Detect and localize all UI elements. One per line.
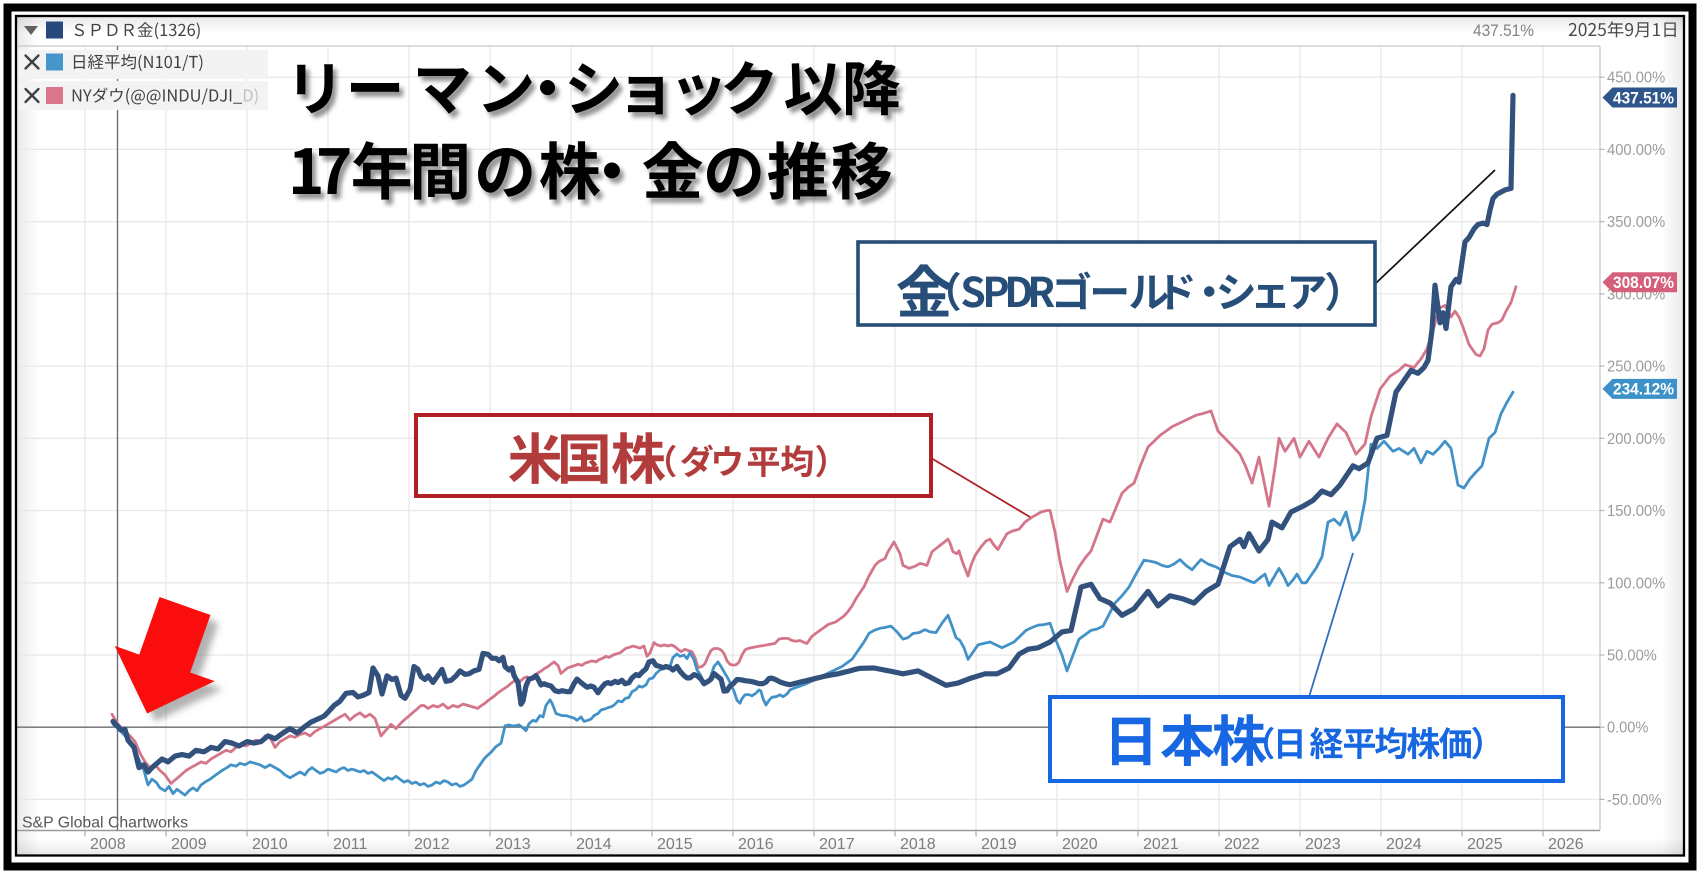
svg-text:2017: 2017	[819, 836, 855, 853]
svg-text:2013: 2013	[495, 836, 531, 853]
svg-text:2021: 2021	[1143, 836, 1179, 853]
svg-text:150.00%: 150.00%	[1607, 503, 1665, 520]
svg-text:2024: 2024	[1386, 836, 1422, 853]
svg-text:S&P Global Chartworks: S&P Global Chartworks	[22, 815, 188, 832]
svg-text:350.00%: 350.00%	[1607, 214, 1665, 231]
svg-text:2014: 2014	[576, 836, 612, 853]
svg-text:2016: 2016	[738, 836, 774, 853]
svg-text:0.00%: 0.00%	[1607, 720, 1648, 737]
svg-text:400.00%: 400.00%	[1607, 142, 1665, 159]
svg-text:100.00%: 100.00%	[1607, 575, 1665, 592]
svg-text:437.51%: 437.51%	[1473, 21, 1534, 40]
svg-text:2018: 2018	[900, 836, 936, 853]
svg-text:2020: 2020	[1062, 836, 1098, 853]
svg-text:437.51%: 437.51%	[1613, 89, 1674, 107]
svg-text:2023: 2023	[1305, 836, 1341, 853]
svg-text:2012: 2012	[414, 836, 450, 853]
svg-text:2008: 2008	[90, 836, 126, 853]
svg-text:-50.00%: -50.00%	[1607, 792, 1662, 809]
svg-text:2026: 2026	[1548, 836, 1584, 853]
svg-text:234.12%: 234.12%	[1613, 381, 1674, 399]
svg-text:2022: 2022	[1224, 836, 1260, 853]
svg-text:2025: 2025	[1467, 836, 1503, 853]
svg-text:2011: 2011	[333, 836, 368, 853]
svg-text:308.07%: 308.07%	[1613, 274, 1674, 292]
svg-text:2010: 2010	[252, 836, 288, 853]
svg-text:2015: 2015	[657, 836, 693, 853]
svg-text:2019: 2019	[981, 836, 1017, 853]
svg-text:200.00%: 200.00%	[1607, 431, 1665, 448]
svg-text:50.00%: 50.00%	[1607, 648, 1657, 665]
svg-text:450.00%: 450.00%	[1607, 70, 1665, 87]
svg-text:2009: 2009	[171, 836, 207, 853]
svg-text:250.00%: 250.00%	[1607, 359, 1665, 376]
